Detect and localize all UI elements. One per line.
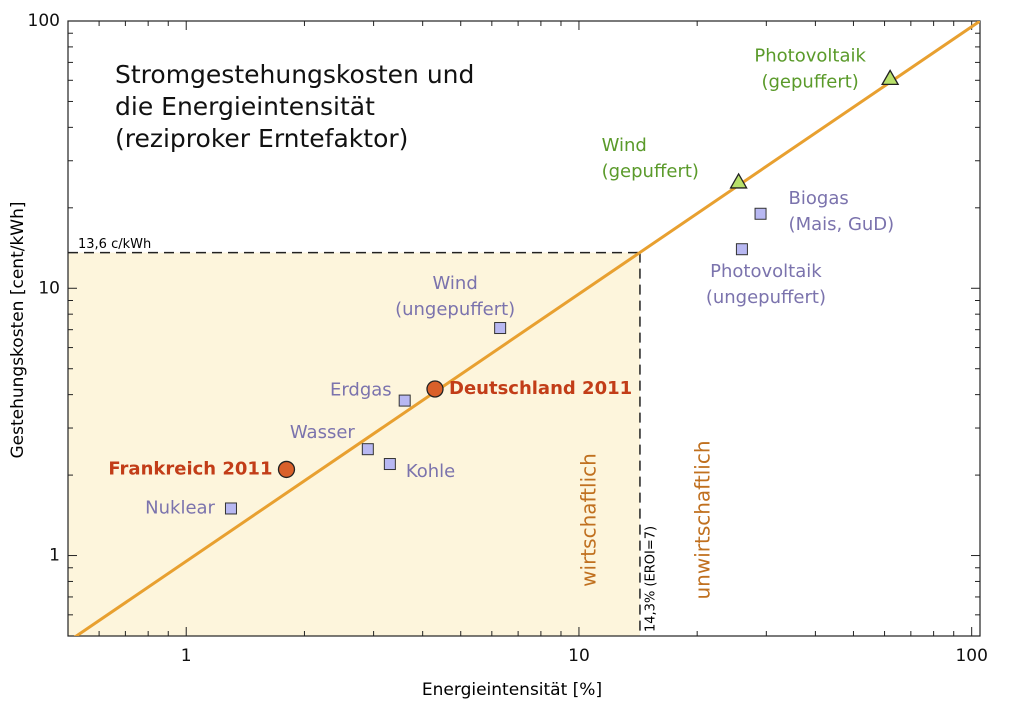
data-point bbox=[729, 172, 748, 189]
data-point bbox=[494, 322, 507, 335]
point-label: (ungepuffert) bbox=[706, 287, 826, 308]
data-point bbox=[383, 458, 396, 471]
point-label: Biogas bbox=[789, 188, 849, 209]
data-point bbox=[881, 69, 900, 86]
data-point bbox=[426, 380, 444, 398]
y-axis-label: Gestehungskosten [cent/kWh] bbox=[8, 201, 28, 458]
data-point bbox=[224, 502, 237, 515]
chart-title: Stromgestehungskosten und bbox=[115, 60, 474, 89]
point-label: Nuklear bbox=[145, 497, 215, 518]
y-tick-label: 10 bbox=[38, 278, 60, 298]
data-point bbox=[398, 394, 411, 407]
x-axis-label: Energieintensität [%] bbox=[422, 680, 602, 700]
x-tick-label: 10 bbox=[568, 646, 590, 666]
trend-line bbox=[73, 21, 980, 636]
threshold-x-label: 14,3% (EROI=7) bbox=[643, 526, 658, 632]
x-tick-label: 1 bbox=[181, 646, 192, 666]
region-label: unwirtschaftlich bbox=[690, 441, 714, 600]
chart-title: (reziproker Erntefaktor) bbox=[115, 124, 408, 153]
threshold-y-label: 13,6 c/kWh bbox=[78, 237, 151, 252]
y-tick-label: 100 bbox=[28, 11, 60, 31]
point-label: Photovoltaik bbox=[754, 45, 866, 66]
point-label: Wind bbox=[602, 135, 647, 156]
point-label: Frankreich 2011 bbox=[108, 458, 272, 479]
point-label: Deutschland 2011 bbox=[449, 378, 632, 399]
data-point bbox=[735, 243, 748, 256]
point-label: (gepuffert) bbox=[761, 71, 858, 92]
data-point bbox=[754, 207, 767, 220]
chart-title: die Energieintensität bbox=[115, 92, 375, 121]
data-point bbox=[277, 460, 296, 479]
y-tick-label: 1 bbox=[49, 546, 60, 566]
point-label: Kohle bbox=[406, 461, 455, 482]
region-label: wirtschaftlich bbox=[576, 453, 600, 587]
data-point bbox=[361, 443, 374, 456]
point-label: (Mais, GuD) bbox=[789, 214, 895, 235]
x-tick-label: 100 bbox=[955, 646, 987, 666]
point-label: Wind bbox=[433, 273, 478, 294]
point-label: Wasser bbox=[290, 422, 356, 443]
point-label: (ungepuffert) bbox=[395, 299, 515, 320]
point-label: Photovoltaik bbox=[710, 261, 822, 282]
point-label: Erdgas bbox=[330, 380, 392, 401]
plot-frame bbox=[67, 20, 981, 637]
point-label: (gepuffert) bbox=[602, 161, 699, 182]
